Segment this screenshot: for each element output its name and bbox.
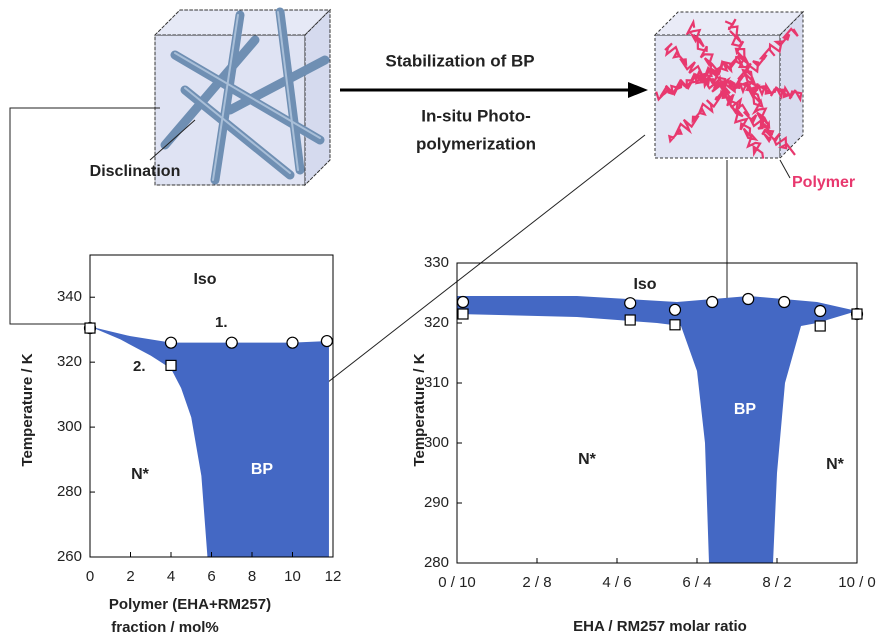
square-marker (625, 315, 635, 325)
x-axis-label: Polymer (EHA+RM257) (109, 596, 271, 613)
region-label: N* (826, 456, 845, 473)
x-tick-label: 12 (325, 568, 342, 585)
region-label: BP (251, 461, 274, 478)
square-marker (852, 309, 862, 319)
y-tick-label: 260 (57, 548, 82, 565)
circle-marker (625, 298, 636, 309)
region-label: N* (578, 451, 597, 468)
cube-polymer (655, 12, 803, 159)
y-tick-label: 300 (57, 418, 82, 435)
region-label: N* (131, 466, 150, 483)
x-tick-label: 8 / 2 (762, 574, 791, 591)
circle-marker (166, 337, 177, 348)
disclination-label: Disclination (90, 163, 181, 180)
x-axis-label: EHA / RM257 molar ratio (573, 618, 747, 635)
y-tick-label: 320 (57, 353, 82, 370)
circle-marker (815, 306, 826, 317)
square-marker (166, 360, 176, 370)
y-tick-label: 330 (424, 254, 449, 271)
circle-marker (321, 336, 332, 347)
main-arrowhead (628, 82, 648, 98)
x-tick-label: 10 / 0 (838, 574, 876, 591)
arrow-label: polymerization (416, 134, 536, 153)
region-label: BP (734, 401, 757, 418)
x-tick-label: 4 (167, 568, 175, 585)
arrowheads (296, 328, 732, 406)
x-tick-label: 0 (86, 568, 94, 585)
y-tick-label: 340 (57, 288, 82, 305)
region-label: Iso (633, 276, 656, 293)
circle-marker (743, 294, 754, 305)
circle-marker (707, 297, 718, 308)
square-marker (458, 309, 468, 319)
arrow-label: Stabilization of BP (385, 51, 534, 70)
bp-region (90, 326, 329, 557)
y-tick-label: 280 (57, 483, 82, 500)
bp-region (457, 296, 857, 563)
x-tick-label: 2 / 8 (522, 574, 551, 591)
y-tick-label: 290 (424, 494, 449, 511)
y-tick-label: 280 (424, 554, 449, 571)
series-label: 1. (215, 314, 228, 331)
circle-marker (287, 337, 298, 348)
arrow-label: In-situ Photo- (421, 106, 531, 125)
circle-marker (458, 297, 469, 308)
x-axis-label: fraction / mol% (111, 619, 219, 636)
figure: Stabilization of BP In-situ Photo- polym… (0, 0, 896, 637)
x-tick-label: 2 (126, 568, 134, 585)
x-tick-label: 0 / 10 (438, 574, 476, 591)
x-tick-label: 10 (284, 568, 301, 585)
circle-marker (670, 304, 681, 315)
square-marker (815, 321, 825, 331)
circle-marker (779, 297, 790, 308)
x-tick-label: 6 (207, 568, 215, 585)
series-label: 2. (133, 358, 146, 375)
x-tick-label: 8 (248, 568, 256, 585)
y-tick-label: 320 (424, 314, 449, 331)
polymer-label: Polymer (792, 174, 855, 191)
circle-marker (226, 337, 237, 348)
region-label: Iso (193, 271, 216, 288)
x-tick-label: 4 / 6 (602, 574, 631, 591)
square-marker (85, 323, 95, 333)
cube-disclination (155, 10, 330, 185)
y-axis-label: Temperature / K (19, 353, 36, 466)
y-axis-label: Temperature / K (411, 353, 428, 466)
square-marker (670, 320, 680, 330)
x-tick-label: 6 / 4 (682, 574, 711, 591)
chart: 260 280 300 320 340 0 2 4 6 8 10 12 1. 2. Iso N* BP Tempe… (19, 255, 341, 636)
